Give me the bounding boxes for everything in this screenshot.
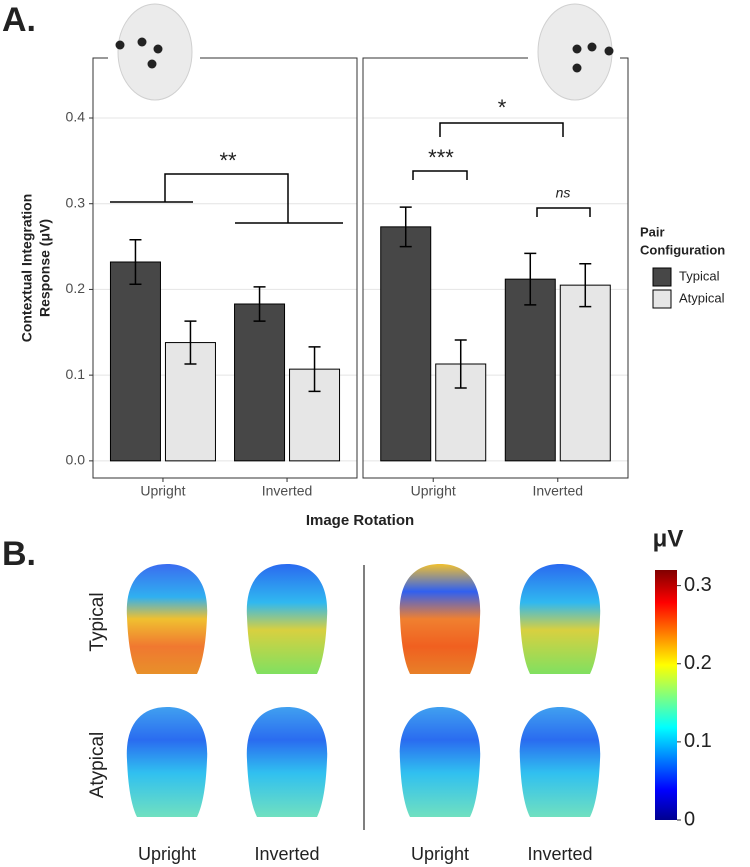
colorbar-tick-label: 0 <box>684 808 695 830</box>
y-axis-title: Contextual Integration <box>19 194 35 343</box>
error-bar <box>253 286 266 322</box>
bracket <box>412 170 468 180</box>
legend-label: Atypical <box>679 290 725 305</box>
brackets <box>110 122 591 224</box>
x-tick-label: Upright <box>411 483 456 499</box>
panel-border <box>362 57 629 479</box>
panel-label: A. <box>2 1 36 39</box>
error-bar <box>129 238 142 286</box>
topomap <box>519 707 601 817</box>
legend-key <box>652 267 672 287</box>
topomap <box>246 707 328 817</box>
legend-key <box>652 289 672 309</box>
bar <box>109 261 161 462</box>
y-tick-label: 0.3 <box>66 194 86 210</box>
colorbar-tick-label: 0.2 <box>684 652 712 674</box>
legend-title: Configuration <box>640 242 725 257</box>
column-label: Upright <box>411 844 469 864</box>
y-axis-title: Response (μV) <box>37 219 53 317</box>
y-tick-label: 0.4 <box>66 109 86 125</box>
row-label: Atypical <box>87 732 108 799</box>
colorbar-tick-label: 0.3 <box>684 574 712 596</box>
column-label: Inverted <box>254 844 319 864</box>
row-label: Typical <box>87 592 108 651</box>
colorbar-gradient <box>655 570 677 820</box>
plot-area: 0.0 0.1 0.2 0.3 0.4 Upright Inverted Upright Inv… <box>66 57 629 499</box>
error-bar <box>399 206 412 248</box>
error-bar <box>308 346 321 393</box>
electrode-head <box>528 0 620 106</box>
topomap <box>126 707 208 817</box>
x-tick-label: Inverted <box>532 483 583 499</box>
topomap <box>126 564 208 674</box>
significance: ** <box>219 148 237 173</box>
significance: *** <box>428 145 454 170</box>
error-bar <box>454 339 467 389</box>
topomap <box>399 564 481 674</box>
bar <box>559 284 611 462</box>
error-bar <box>579 262 592 308</box>
colorbar-title: μV <box>653 525 684 552</box>
y-tick-label: 0.2 <box>66 280 86 296</box>
legend-title: Pair <box>640 224 665 239</box>
x-axis-title: Image Rotation <box>306 512 414 529</box>
y-tick-label: 0.0 <box>66 452 86 468</box>
x-tick-label: Inverted <box>262 483 313 499</box>
column-label: Inverted <box>527 844 592 864</box>
y-tick-label: 0.1 <box>66 366 86 382</box>
bar <box>504 278 556 462</box>
bracket <box>536 207 591 217</box>
significance: * <box>498 95 507 120</box>
bar <box>380 226 432 462</box>
topomap <box>246 564 328 674</box>
bracket <box>110 173 343 224</box>
bracket <box>439 122 564 137</box>
colorbar: 0 0.1 0.2 0.3 <box>655 570 712 830</box>
colorbar-tick-label: 0.1 <box>684 730 712 752</box>
bar <box>234 303 286 462</box>
error-bar <box>524 252 537 306</box>
x-tick-label: Upright <box>140 483 185 499</box>
panel-label: B. <box>2 535 36 573</box>
topomap <box>399 707 481 817</box>
column-label: Upright <box>138 844 196 864</box>
legend-label: Typical <box>679 268 720 283</box>
panel-border <box>92 57 358 479</box>
error-bar <box>184 320 197 365</box>
significance: ns <box>556 185 571 201</box>
legend: Typical Atypical <box>652 267 725 309</box>
topomap <box>519 564 601 674</box>
electrode-head <box>108 0 200 106</box>
